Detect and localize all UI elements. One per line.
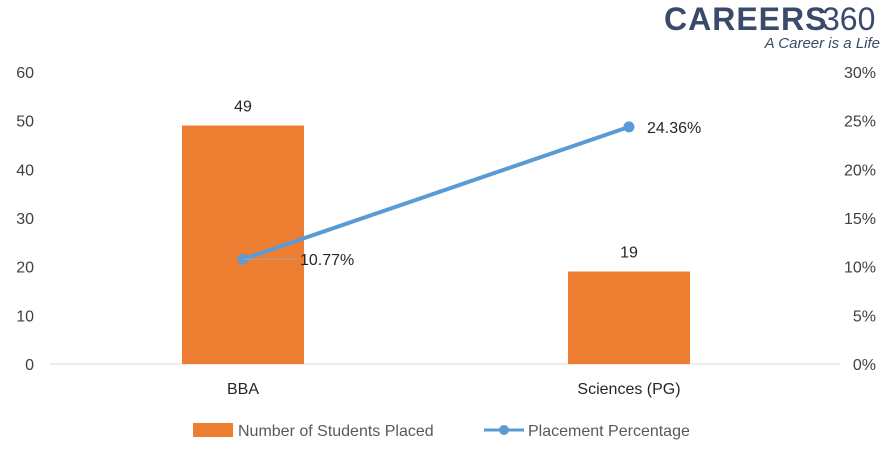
left-tick-label: 30 xyxy=(16,211,34,228)
right-tick-label: 20% xyxy=(844,162,876,179)
line-data-labels: 10.77% 24.36% xyxy=(243,120,701,269)
x-axis: BBA Sciences (PG) xyxy=(227,381,681,398)
right-tick-label: 15% xyxy=(844,211,876,228)
left-axis: 0 10 20 30 40 50 60 xyxy=(16,65,34,374)
legend: Number of Students Placed Placement Perc… xyxy=(193,423,690,440)
brand-name: CAREERS xyxy=(664,1,827,37)
bar-data-label: 49 xyxy=(234,99,252,116)
left-tick-label: 0 xyxy=(25,357,34,374)
left-tick-label: 10 xyxy=(16,308,34,325)
legend-swatch-bar xyxy=(193,423,233,437)
left-tick-label: 60 xyxy=(16,65,34,82)
right-axis: 0% 5% 10% 15% 20% 25% 30% xyxy=(844,65,876,374)
bar-series xyxy=(182,125,690,365)
left-tick-label: 20 xyxy=(16,260,34,277)
brand-number: 360 xyxy=(822,1,875,37)
bar xyxy=(568,271,690,364)
legend-marker-line xyxy=(499,425,509,435)
left-tick-label: 50 xyxy=(16,114,34,131)
category-label: Sciences (PG) xyxy=(577,381,680,398)
bar-data-label: 19 xyxy=(620,245,638,262)
category-label: BBA xyxy=(227,381,259,398)
brand-tagline: A Career is a Life xyxy=(764,35,880,52)
brand-logo: CAREERS 360 A Career is a Life xyxy=(664,1,880,52)
series-line xyxy=(242,125,630,262)
right-tick-label: 5% xyxy=(853,308,876,325)
legend-label-line: Placement Percentage xyxy=(528,423,690,440)
legend-label-bar: Number of Students Placed xyxy=(238,423,434,440)
line-point xyxy=(623,121,635,133)
line-data-label: 10.77% xyxy=(300,252,354,269)
right-tick-label: 30% xyxy=(844,65,876,82)
right-tick-label: 0% xyxy=(853,357,876,374)
left-tick-label: 40 xyxy=(16,162,34,179)
line-data-label: 24.36% xyxy=(647,120,701,137)
right-tick-label: 10% xyxy=(844,260,876,277)
right-tick-label: 25% xyxy=(844,114,876,131)
bar-data-labels: 49 19 xyxy=(234,99,638,262)
